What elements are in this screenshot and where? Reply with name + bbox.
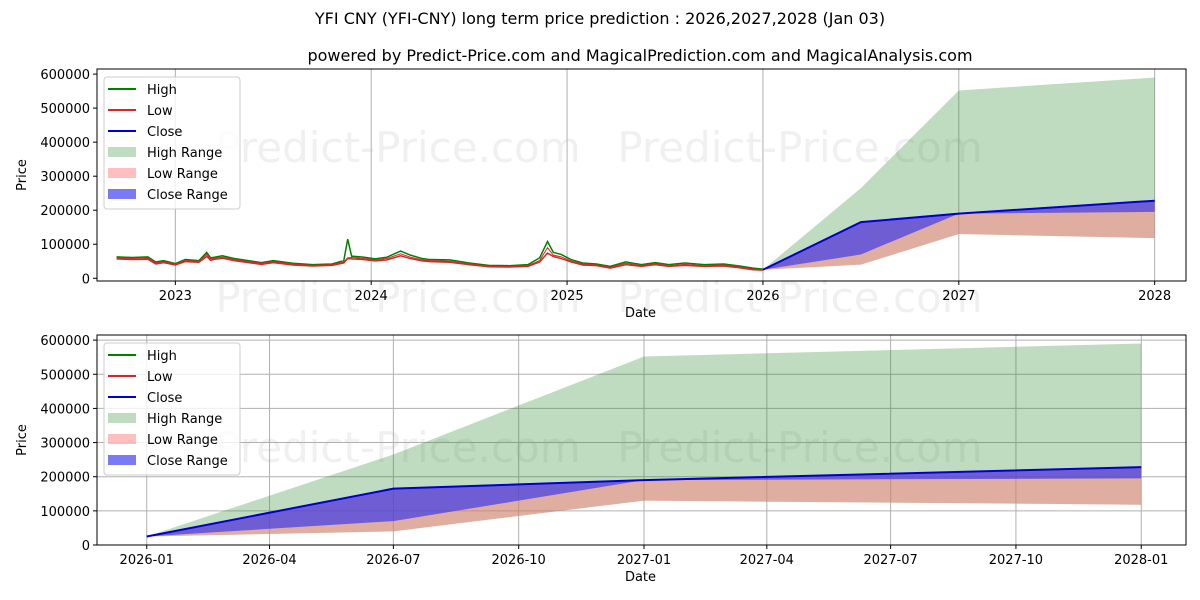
watermark-text: Predict-Price.com <box>617 423 982 472</box>
close-range-area <box>146 467 1142 537</box>
y-axis-label: Price <box>15 159 30 191</box>
y-tick-label: 200000 <box>40 204 90 219</box>
legend-label: Low <box>147 370 173 385</box>
x-tick-label: 2026-10 <box>492 553 546 568</box>
x-tick-label: 2026 <box>746 289 779 304</box>
x-tick-label: 2028 <box>1138 289 1171 304</box>
legend-label: High Range <box>147 146 222 161</box>
legend-label: High <box>147 83 177 98</box>
plot-area <box>146 343 1142 538</box>
y-tick-label: 500000 <box>40 368 90 383</box>
y-tick-label: 300000 <box>40 437 90 452</box>
legend-label: High <box>147 349 177 364</box>
watermark-text: Predict-Price.com <box>215 423 580 472</box>
y-tick-label: 400000 <box>40 402 90 417</box>
x-tick-label: 2026-04 <box>242 553 296 568</box>
forecast-close-line <box>146 466 1142 538</box>
chart-subtitle: powered by Predict-Price.com and Magical… <box>307 46 973 65</box>
y-tick-label: 0 <box>82 272 90 287</box>
y-tick-label: 100000 <box>40 505 90 520</box>
x-tick-label: 2026-01 <box>120 553 174 568</box>
watermark-text: Predict-Price.com <box>617 273 982 322</box>
forecast-close-line <box>762 199 1155 271</box>
y-tick-label: 200000 <box>40 471 90 486</box>
legend-label: High Range <box>147 412 222 427</box>
chart-panel-top: Predict-Price.com Predict-Price.com Predic… <box>15 68 1187 322</box>
legend-label: Low <box>147 104 173 119</box>
axes-frame <box>96 334 1187 546</box>
y-tick-label: 500000 <box>40 102 90 117</box>
y-tick-label: 600000 <box>40 68 90 83</box>
legend-label: Close Range <box>147 188 228 203</box>
legend-label: Close <box>147 391 182 406</box>
legend-swatch-high-range <box>108 147 136 157</box>
close-range-area <box>762 200 1155 270</box>
x-tick-label: 2026-07 <box>366 553 420 568</box>
chart-panel-bottom: Predict-Price.com Predict-Price.com 2026-0… <box>15 334 1187 585</box>
y-tick-label: 0 <box>82 539 90 554</box>
y-tick-label: 300000 <box>40 170 90 185</box>
legend-label: Close <box>147 125 182 140</box>
legend-swatch-low-range <box>108 434 136 444</box>
y-axis-label: Price <box>15 424 30 456</box>
axes-frame <box>96 68 1187 282</box>
legend: High Low Close High Range Low Range Close Ran… <box>103 342 241 476</box>
y-tick-label: 100000 <box>40 238 90 253</box>
legend-box <box>103 76 241 210</box>
x-tick-label: 2025 <box>551 289 584 304</box>
legend-label: Low Range <box>147 167 218 182</box>
legend-swatch-close-range <box>108 189 136 199</box>
legend-swatch-low-range <box>108 168 136 178</box>
x-axis-label: Date <box>625 570 656 585</box>
y-tick-label: 400000 <box>40 136 90 151</box>
legend-swatch-close-range <box>108 455 136 465</box>
x-tick-label: 2027-04 <box>740 553 794 568</box>
chart-title: YFI CNY (YFI-CNY) long term price predic… <box>314 9 886 28</box>
history-high-line <box>116 238 764 270</box>
watermark-text: Predict-Price.com <box>215 123 580 172</box>
plot-area <box>116 77 1155 271</box>
watermark-text: Predict-Price.com <box>617 123 982 172</box>
watermark-text: Predict-Price.com <box>215 273 580 322</box>
x-tick-label: 2028-01 <box>1114 553 1168 568</box>
x-tick-label: 2024 <box>355 289 388 304</box>
y-tick-label: 600000 <box>40 334 90 349</box>
legend: High Low Close High Range Low Range Close Ran… <box>103 76 241 210</box>
legend-label: Close Range <box>147 454 228 469</box>
x-tick-label: 2027-01 <box>617 553 671 568</box>
legend-label: Low Range <box>147 433 218 448</box>
history-low-line <box>116 252 763 271</box>
legend-box <box>103 342 241 476</box>
x-tick-label: 2027 <box>942 289 975 304</box>
history-close-line <box>116 246 763 271</box>
x-tick-label: 2027-10 <box>989 553 1043 568</box>
x-tick-label: 2023 <box>159 289 192 304</box>
x-tick-label: 2027-07 <box>863 553 917 568</box>
x-axis-label: Date <box>625 306 656 321</box>
legend-swatch-high-range <box>108 413 136 423</box>
